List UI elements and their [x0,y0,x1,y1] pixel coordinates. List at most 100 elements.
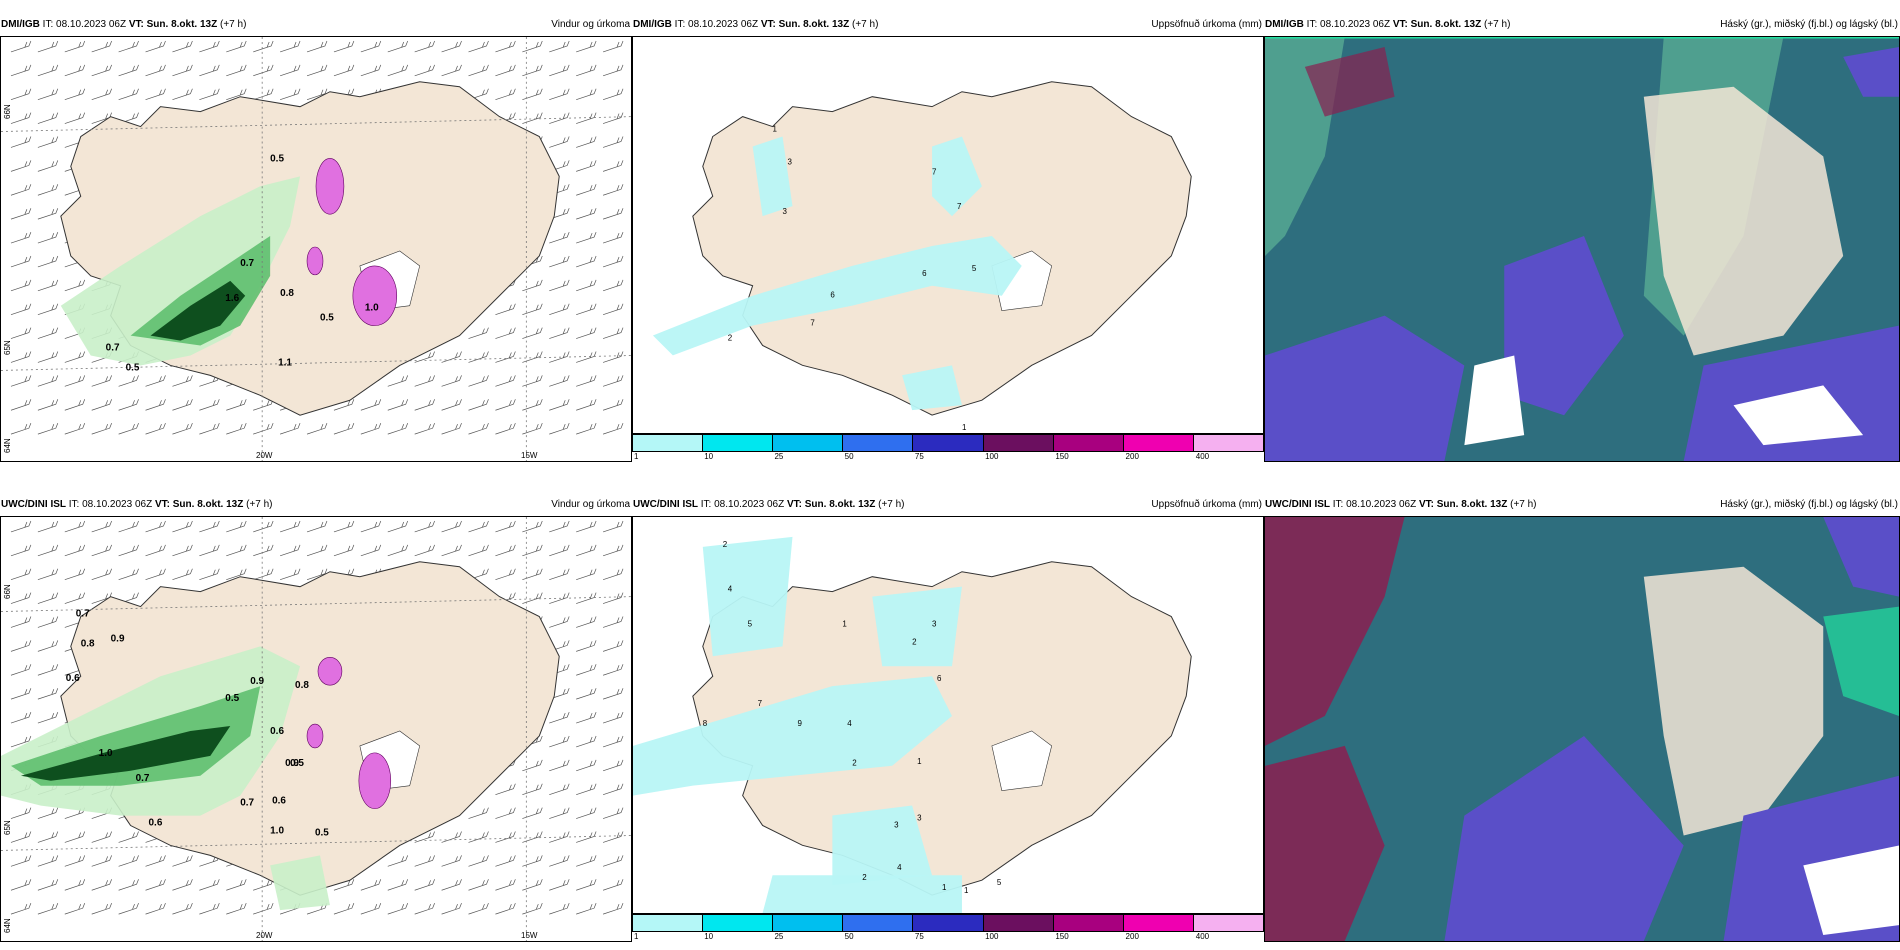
accum-precip-band [633,676,952,796]
wind-barb [468,327,489,339]
wind-barb [522,112,543,124]
accum-precip-band [762,875,962,913]
colorbar-tick-label: 10 [704,932,714,941]
wind-barb [37,592,59,604]
contour-label: 0.8 [280,288,294,299]
wind-barb [64,112,86,124]
wind-barb [602,40,624,53]
contour-label: 5 [997,878,1002,887]
model-name: UWC/DINI ISL [1265,499,1330,510]
wind-barb [602,688,624,700]
colorbar-tick-label: 1 [634,452,639,461]
colorbar-segment [1053,435,1124,451]
wind-barb [522,40,543,53]
contour-label: 4 [728,585,733,594]
wind-barb [576,807,597,819]
contour-label: 0.5 [320,313,334,324]
land-clear [1643,86,1844,356]
contour-label: 0.5 [270,153,284,164]
contour-label: 2 [728,333,733,342]
colorbar-segment [633,915,704,931]
wind-barb [37,616,59,628]
wind-barb [549,231,570,244]
colorbar-tick-label: 150 [1055,932,1069,941]
wind-barb [226,544,247,557]
colorbar-segment [1123,435,1194,451]
wind-barb [602,327,624,339]
cloud-low-layer [1843,46,1899,97]
wind-barb [441,64,462,77]
wind-barb [549,568,570,581]
wind-barb [118,375,139,387]
wind-barb [64,855,86,867]
wind-barb [576,279,597,292]
wind-barb [306,423,328,435]
wind-barb [37,112,59,124]
panel-header: DMI/IGB IT: 08.10.2023 06Z VT: Sun. 8.ok… [0,14,632,36]
lat-label-65n: 65N [3,340,12,355]
colorbar-tick-label: 75 [914,932,924,941]
map-wind-precip[interactable]: 0.7 0.8 0.9 0.6 0.5 0.9 0.8 0.6 0.7 1.0 0.5 0.7 0.6 0… [0,516,632,942]
contour-label: 3 [783,207,788,216]
wind-barb [495,423,516,435]
wind-barb [522,807,543,819]
colorbar-segment [1053,915,1124,931]
contour-label: 0.6 [66,673,80,684]
wind-barb [495,903,516,915]
lead-time: (+7 h) [220,19,247,30]
accum-precip-band [932,136,982,217]
wind-barb [10,735,32,748]
colorbar-tick-label: 200 [1125,932,1139,941]
lead-time: (+7 h) [878,499,905,510]
wind-barb [37,255,59,268]
panel-header: UWC/DINI ISL IT: 08.10.2023 06Z VT: Sun.… [632,494,1264,516]
accum-precip-band [872,586,962,667]
map-accum-precip[interactable]: 1 3 3 7 7 6 6 5 2 7 1 [632,36,1264,434]
wind-barb [522,879,543,891]
wind-barb [37,640,59,652]
wind-barb [602,759,624,772]
wind-barb [37,688,59,700]
wind-barb [226,64,247,77]
map-accum-precip[interactable]: 2 4 5 7 8 9 4 1 2 3 6 2 1 3 4 2 1 5 3 1 [632,516,1264,914]
wind-barb [387,855,409,867]
contour-label: 2 [723,540,728,549]
wind-barb [549,759,570,772]
map-clouds[interactable] [1264,516,1900,942]
contour-label: 0.6 [272,796,286,807]
map-wind-precip[interactable]: 0.5 0.7 0.8 1.6 0.5 0.7 0.5 1.0 1.1 20W 15W 66N … [0,36,632,462]
wind-barb [522,592,543,604]
colorbar-segment [703,435,774,451]
wind-barb [145,520,166,533]
panel-header: UWC/DINI ISL IT: 08.10.2023 06Z VT: Sun.… [0,494,632,516]
colorbar-tick-label: 100 [985,932,999,941]
map-clouds[interactable] [1264,36,1900,462]
wind-barb [10,688,32,700]
wind-barb [522,903,543,915]
colorbar-segment [703,915,774,931]
wind-barb [468,831,489,843]
wind-barb [576,255,597,268]
colorbar-segment [913,915,984,931]
panel-title: Háský (gr.), miðský (fj.bl.) og lágský (… [1720,499,1898,510]
colorbar-tick-label: 25 [774,452,784,461]
wind-barb [10,903,32,915]
contour-labels: 1 3 3 7 7 6 6 5 2 7 1 [728,125,977,432]
wind-barb [91,88,112,101]
wind-barb [145,40,166,53]
clear-sky [1464,355,1525,446]
contour-label: 2 [862,873,867,882]
wind-barb [253,423,274,435]
cloud-low-layer [1823,517,1899,597]
cloud-low-layer [1504,236,1624,416]
wind-barb [64,88,86,101]
panel-row2-wind-precip: UWC/DINI ISL IT: 08.10.2023 06Z VT: Sun.… [0,494,632,942]
wind-barb [172,879,193,891]
wind-barb [549,375,570,387]
wind-barb [64,568,86,581]
colorbar-tick-label: 25 [774,932,784,941]
wind-barb [522,303,543,316]
wind-barb [64,903,86,915]
wind-barb [495,88,516,101]
colorbar-segment [633,435,704,451]
